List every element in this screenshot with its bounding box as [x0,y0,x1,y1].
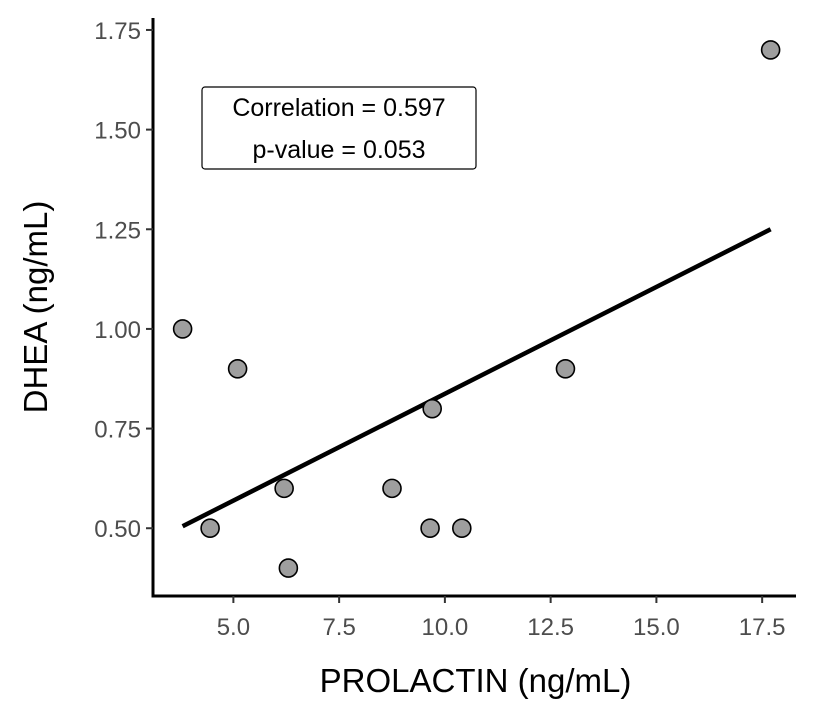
y-tick-label: 1.75 [94,18,141,45]
data-point [382,478,402,499]
y-tick-label: 0.50 [94,516,141,543]
annotation-p-value: p-value = 0.053 [252,136,425,164]
data-point [172,319,193,339]
x-tick-label: 7.5 [322,614,355,641]
x-axis-title: PROLACTIN (ng/mL) [320,662,632,699]
data-point [760,40,781,60]
data-point [274,478,294,499]
y-tick-label: 1.50 [94,118,141,145]
data-point [200,518,220,539]
data-point [555,358,576,379]
trend-line-group [181,227,772,529]
data-point [420,518,440,539]
x-tick-label: 15.0 [633,614,680,641]
y-tick-label: 1.25 [94,217,141,244]
correlation-annotation: Correlation = 0.597 p-value = 0.053 [201,86,477,170]
data-point [278,558,299,578]
x-tick-label: 17.5 [739,614,786,641]
annotation-correlation: Correlation = 0.597 [232,94,445,122]
data-point [452,518,472,539]
x-tick-label: 5.0 [217,614,250,641]
data-point [422,398,442,419]
trend-line [181,227,772,529]
y-ticks: 0.50 0.75 1.00 1.25 1.50 1.75 [94,18,153,543]
x-ticks: 5.0 7.5 10.0 12.5 15.0 17.5 [217,596,786,641]
data-point [227,358,248,379]
y-tick-label: 0.75 [94,417,141,444]
y-axis-title: DHEA (ng/mL) [17,201,54,414]
y-tick-label: 1.00 [94,317,141,344]
annotation-box [201,86,477,170]
x-tick-label: 12.5 [527,614,574,641]
x-tick-label: 10.0 [422,614,469,641]
axes [151,18,796,598]
data-points [172,40,781,578]
